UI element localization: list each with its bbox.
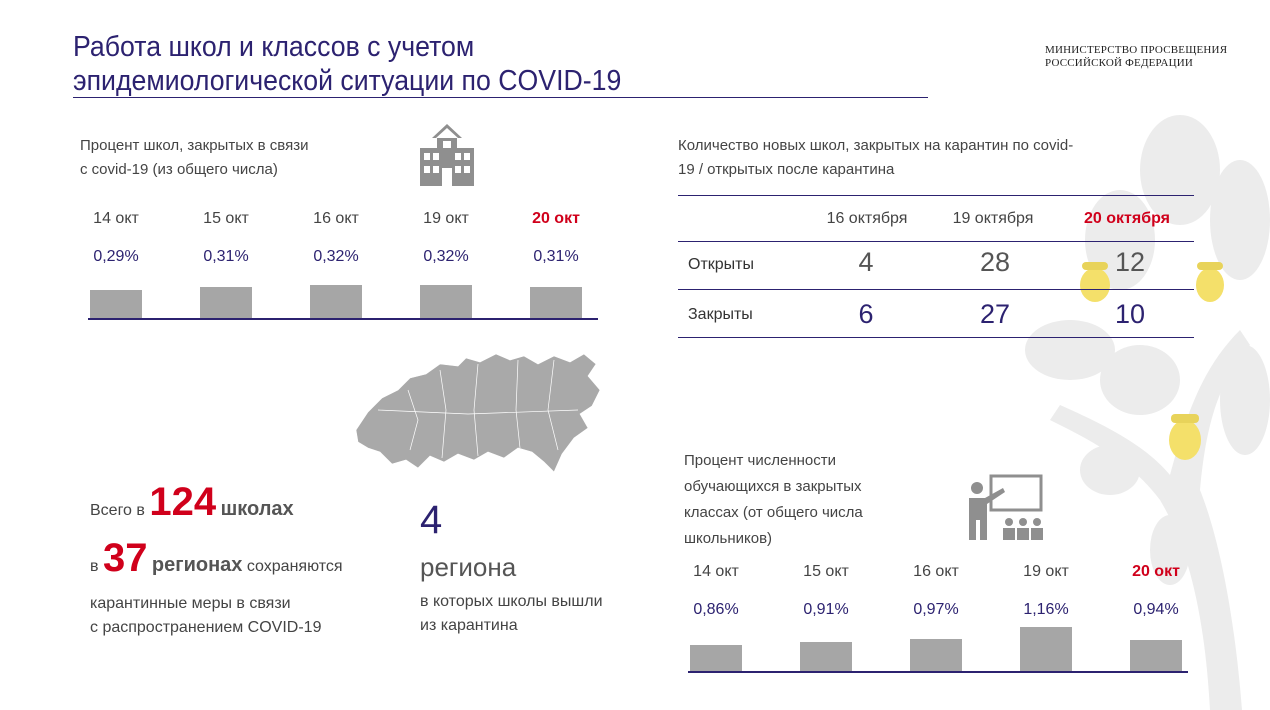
total-schools-line: Всего в 124 школах <box>90 480 294 525</box>
table-cell-opened-2: 28 <box>979 247 1011 277</box>
chart-bar <box>200 287 252 318</box>
page-title: Работа школ и классов с учетом эпидемиол… <box>73 30 621 98</box>
chart-value-label: 0,31% <box>533 248 579 265</box>
schools-closed-label-line-2: с covid-19 (из общего числа) <box>80 161 278 178</box>
oak-tree-decoration-icon <box>1025 115 1270 710</box>
table-cell-closed-3: 10 <box>1114 299 1146 329</box>
classroom-teacher-icon <box>969 474 1043 540</box>
schools-closed-label-line-1: Процент школ, закрытых в связи <box>80 137 309 154</box>
students-label-line-4: школьников) <box>684 530 773 547</box>
chart-date-label: 16 окт <box>313 210 359 227</box>
chart-value-label: 0,91% <box>803 601 849 618</box>
table-cell-opened-1: 4 <box>858 247 874 277</box>
chart-date-label: 14 окт <box>93 210 139 227</box>
students-label-line-1: Процент численности <box>684 452 836 469</box>
quarantine-label-line-1: Количество новых школ, закрытых на каран… <box>678 137 1074 154</box>
chart-bar <box>530 287 582 318</box>
russia-map-icon <box>355 353 601 473</box>
chart-baseline <box>688 671 1188 673</box>
regions-suffix: сохраняются <box>246 558 343 575</box>
chart-date-label: 19 окт <box>423 210 469 227</box>
table-bottom-rule <box>678 337 1194 338</box>
table-header-col-3: 20 октября <box>1084 210 1170 227</box>
table-header-col-1: 16 октября <box>826 210 908 227</box>
chart-date-label: 14 окт <box>693 563 739 580</box>
table-top-rule <box>678 195 1194 196</box>
reopened-desc-line-1: в которых школы вышли <box>420 593 603 610</box>
ministry-logo-text: МИНИСТЕРСТВО ПРОСВЕЩЕНИЯ РОССИЙСКОЙ ФЕДЕ… <box>1045 44 1227 70</box>
table-row-label-closed: Закрыты <box>688 306 753 323</box>
table-cell-closed-1: 6 <box>858 299 874 329</box>
chart-date-label: 20 окт <box>1132 563 1180 580</box>
chart-bar <box>910 639 962 671</box>
table-row-label-opened: Открыты <box>688 256 754 273</box>
reopened-word: региона <box>420 552 517 582</box>
reopened-desc-line-2: из карантина <box>420 617 518 634</box>
chart-bar <box>690 645 742 671</box>
reopened-count: 4 <box>420 498 443 542</box>
students-label-line-2: обучающихся в закрытых <box>684 478 862 495</box>
total-schools-count: 124 <box>149 480 217 524</box>
table-header-rule <box>678 241 1194 242</box>
schools-closed-label: Процент школ, закрытых в связи с covid-1… <box>80 134 308 182</box>
chart-value-label: 0,31% <box>203 248 249 265</box>
quarantine-table-label: Количество новых школ, закрытых на каран… <box>678 134 1073 182</box>
chart-date-label: 19 окт <box>1023 563 1069 580</box>
schools-closed-chart: 14 окт 0,29% 15 окт 0,31% 16 окт 0,32% 19 окт 0… <box>80 200 600 324</box>
quarantine-measures-line-2: с распространением COVID-19 <box>90 619 322 636</box>
chart-value-label: 0,97% <box>913 601 959 618</box>
chart-baseline <box>88 318 598 320</box>
chart-bar <box>1130 640 1182 671</box>
title-underline <box>73 97 928 98</box>
chart-bar <box>1020 627 1072 671</box>
students-closed-chart: 14 окт 0,86% 15 окт 0,91% 16 окт 0,97% 19 окт 1… <box>680 560 1190 680</box>
chart-value-label: 0,32% <box>313 248 359 265</box>
chart-bar <box>800 642 852 671</box>
total-prefix: Всего в <box>90 502 145 519</box>
students-label-line-3: классах (от общего числа <box>684 504 863 521</box>
quarantine-label-line-2: 19 / открытых после карантина <box>678 161 895 178</box>
chart-bar <box>420 285 472 318</box>
chart-date-label: 15 окт <box>203 210 249 227</box>
students-label: Процент численности обучающихся в закрыт… <box>684 448 863 552</box>
table-cell-opened-3: 12 <box>1114 247 1146 277</box>
table-row-rule <box>678 289 1194 290</box>
regions-line: в 37 регионах сохраняются <box>90 536 343 581</box>
regions-count: 37 <box>102 536 148 580</box>
reopened-desc: в которых школы вышли из карантина <box>420 590 603 638</box>
table-cell-closed-2: 27 <box>979 299 1011 329</box>
chart-date-label: 16 окт <box>913 563 959 580</box>
ministry-line-2: РОССИЙСКОЙ ФЕДЕРАЦИИ <box>1045 57 1194 69</box>
chart-date-label: 15 окт <box>803 563 849 580</box>
chart-value-label: 0,86% <box>693 601 739 618</box>
regions-prefix: в <box>90 558 99 575</box>
quarantine-measures-line-1: карантинные меры в связи <box>90 595 291 612</box>
chart-bar <box>310 285 362 318</box>
title-line-2: эпидемиологической ситуации по COVID-19 <box>73 65 622 97</box>
regions-word: регионах <box>151 554 243 576</box>
chart-value-label: 0,29% <box>93 248 139 265</box>
total-schools-word: школах <box>220 498 294 520</box>
title-line-1: Работа школ и классов с учетом <box>73 31 475 63</box>
table-header-col-2: 19 октября <box>952 210 1034 227</box>
chart-bar <box>90 290 142 318</box>
chart-date-label: 20 окт <box>532 210 580 227</box>
chart-value-label: 0,32% <box>423 248 469 265</box>
school-building-icon <box>420 124 474 186</box>
chart-value-label: 0,94% <box>1133 601 1179 618</box>
ministry-line-1: МИНИСТЕРСТВО ПРОСВЕЩЕНИЯ <box>1045 44 1228 56</box>
chart-value-label: 1,16% <box>1023 601 1069 618</box>
quarantine-measures-text: карантинные меры в связи с распространен… <box>90 592 321 640</box>
